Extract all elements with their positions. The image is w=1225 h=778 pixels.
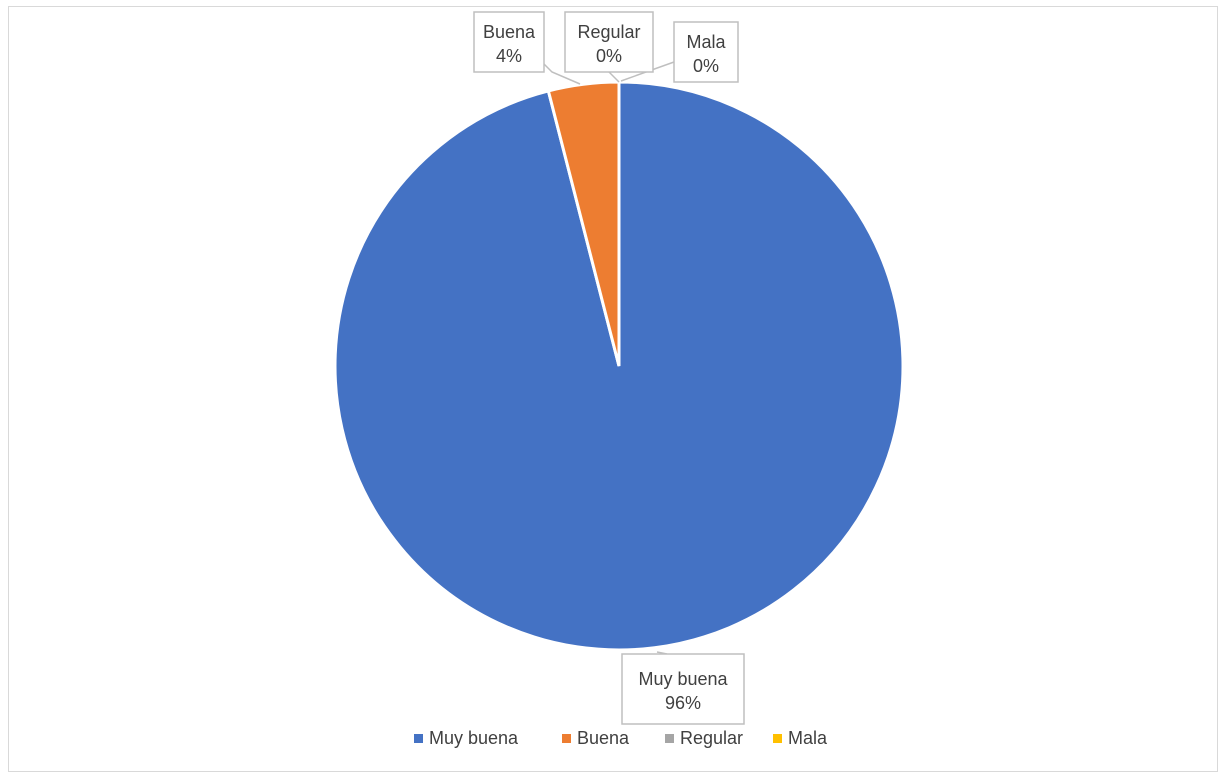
legend-swatch-buena [562,734,571,743]
legend-swatch-mala [773,734,782,743]
data-label-value-regular: 0% [596,46,622,66]
legend-label-muy-buena: Muy buena [429,728,519,748]
pie-slices [333,80,905,652]
leader-line-buena [543,63,581,85]
data-label-box-mala [673,21,739,83]
legend-label-regular: Regular [680,728,743,748]
legend: Muy buena Buena Regular Mala [414,728,828,748]
data-label-value-buena: 4% [496,46,522,66]
legend-swatch-regular [665,734,674,743]
data-label-box-buena [473,11,545,73]
data-label-value-muy-buena: 96% [665,693,701,713]
data-label-category-regular: Regular [577,22,640,42]
data-label-category-muy-buena: Muy buena [638,669,728,689]
legend-label-buena: Buena [577,728,630,748]
legend-label-mala: Mala [788,728,828,748]
data-label-box-muy-buena [621,653,745,725]
legend-swatch-muy-buena [414,734,423,743]
data-label-category-mala: Mala [686,32,726,52]
data-label-category-buena: Buena [483,22,536,42]
data-label-box-regular [564,11,654,73]
data-label-value-mala: 0% [693,56,719,76]
data-labels: Muy buena 96% Buena 4% Regular 0% Mala 0% [473,11,745,725]
leader-line-regular [608,71,620,83]
